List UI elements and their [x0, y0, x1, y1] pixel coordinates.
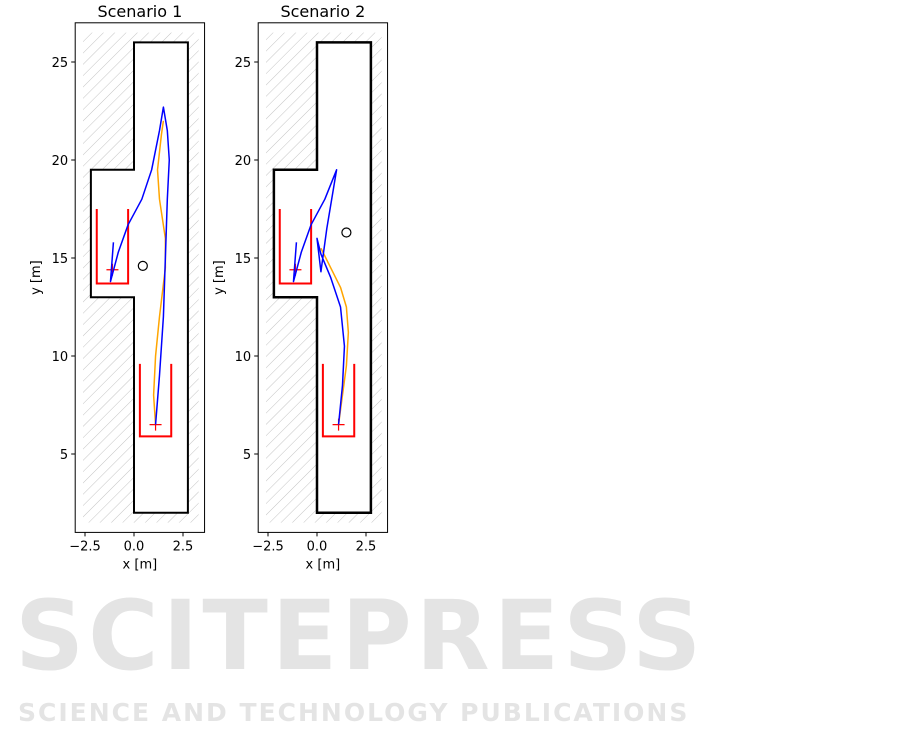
y-axis-label: y [m]	[212, 260, 227, 295]
parking-slot	[321, 363, 356, 438]
subplot-title: Scenario 2	[280, 2, 365, 21]
subplot-title: Scenario 1	[97, 2, 182, 21]
y-tick-label: 5	[60, 448, 68, 463]
y-tick-label: 10	[235, 350, 252, 365]
trajectory-blue	[109, 106, 171, 425]
trajectory-blue	[292, 169, 346, 425]
axes-frame	[257, 22, 389, 533]
obstacle-marker	[137, 260, 148, 271]
x-tick-label: 2.5	[173, 539, 194, 554]
x-axis-label: x [m]	[306, 557, 341, 572]
x-tick-label: 0.0	[307, 539, 328, 554]
x-tick-label: −2.5	[252, 539, 284, 554]
obstacle-marker	[341, 227, 352, 238]
x-axis-label: x [m]	[123, 557, 158, 572]
y-axis-label: y [m]	[29, 260, 44, 295]
subplot-2: −2.5 0.0 2.5 5 10 15 20 25 Scenario 2 x [m] y [m]	[212, 2, 389, 572]
subplot-1: −2.5 0.0 2.5 5 10 15 20 25 Scenario 1 x [m] y [m]	[29, 2, 206, 572]
parking-slot	[138, 363, 173, 438]
parking-slot	[278, 209, 313, 285]
y-tick-label: 25	[52, 56, 69, 71]
drivable-area-boundary	[89, 41, 189, 514]
y-tick-label: 20	[52, 154, 69, 169]
y-tick-label: 20	[235, 154, 252, 169]
y-tick-label: 15	[235, 252, 252, 267]
y-tick-label: 5	[243, 448, 251, 463]
axes-frame	[74, 22, 206, 533]
y-tick-label: 10	[52, 350, 69, 365]
x-tick-label: 0.0	[124, 539, 145, 554]
x-tick-label: −2.5	[69, 539, 101, 554]
x-tick-label: 2.5	[356, 539, 377, 554]
drivable-area-boundary	[272, 41, 373, 515]
parking-slot	[95, 209, 130, 285]
y-tick-label: 25	[235, 56, 252, 71]
y-tick-label: 15	[52, 252, 69, 267]
trajectory-orange	[320, 247, 350, 425]
